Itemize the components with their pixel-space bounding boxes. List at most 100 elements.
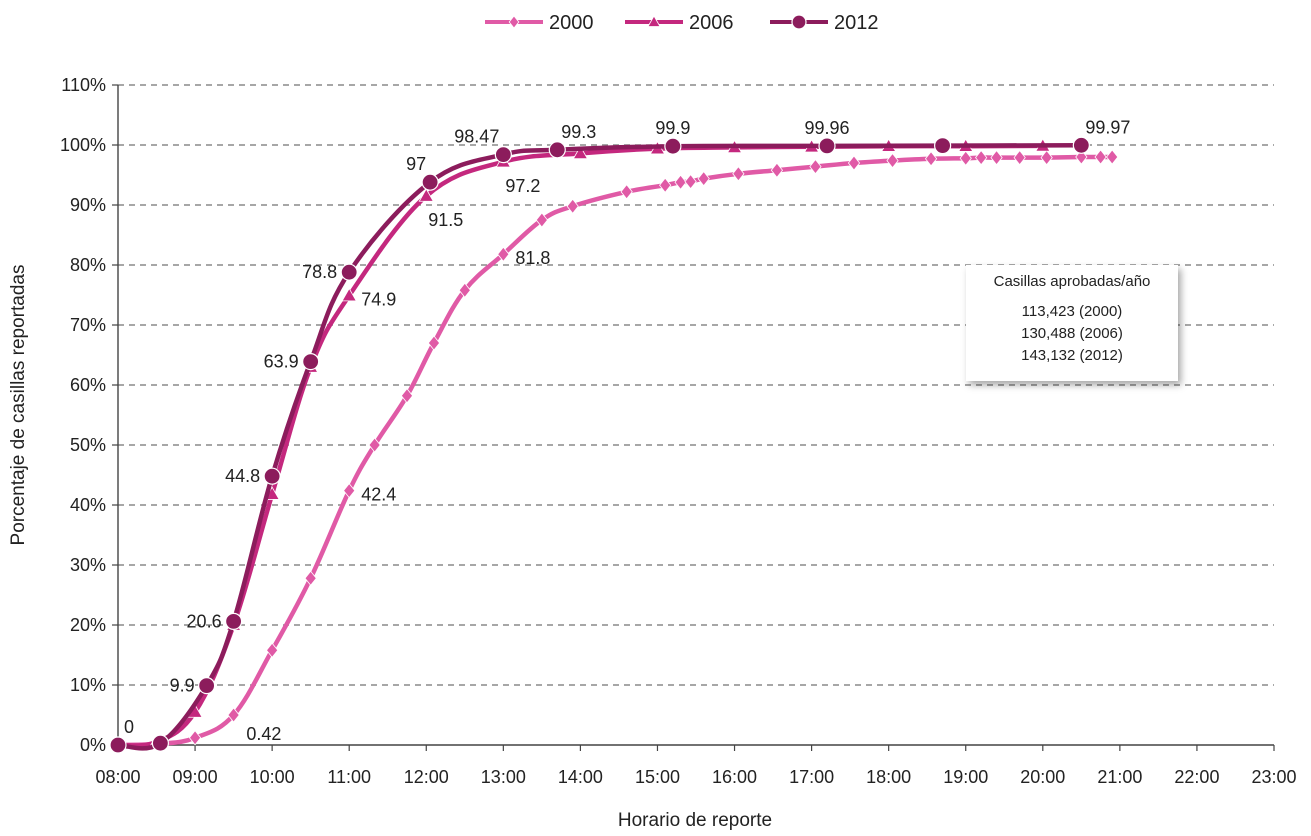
- data-point-2000: [697, 170, 710, 187]
- data-point-2000: [427, 335, 441, 351]
- y-tick-label: 60%: [70, 375, 106, 395]
- series-line-2006: [115, 143, 1046, 748]
- data-label-2000: 81.8: [515, 248, 550, 268]
- data-point-2012: [1072, 136, 1090, 154]
- data-point-2000: [266, 642, 279, 658]
- series-2012: [109, 136, 1090, 754]
- data-label-2012: 20.6: [187, 611, 222, 631]
- data-point-2000: [684, 173, 697, 190]
- data-label-2006: 97.2: [505, 176, 540, 196]
- y-tick-label: 50%: [70, 435, 106, 455]
- data-point-2012: [302, 353, 320, 371]
- data-point-2012: [263, 467, 281, 485]
- y-tick-label: 20%: [70, 615, 106, 635]
- data-point-2000: [732, 166, 745, 182]
- legend-label-2006: 2006: [689, 12, 734, 34]
- data-point-2000: [886, 152, 899, 169]
- legend-marker-2006: [647, 15, 661, 27]
- legend-marker-2000: [508, 15, 520, 29]
- data-point-2000: [770, 162, 784, 178]
- data-point-2000: [975, 149, 988, 166]
- data-point-2012: [109, 736, 127, 754]
- data-point-2006: [341, 287, 357, 302]
- data-point-2000: [188, 730, 202, 746]
- x-tick-label: 08:00: [95, 767, 140, 787]
- y-tick-label: 10%: [70, 675, 106, 695]
- y-tick-label: 100%: [60, 135, 106, 155]
- x-tick-label: 11:00: [327, 767, 371, 787]
- data-point-2000: [990, 149, 1003, 166]
- data-point-2012: [340, 263, 358, 281]
- note-row-2000: 113,423 (2000): [1021, 303, 1123, 320]
- note-title: Casillas aprobadas/año: [993, 273, 1151, 290]
- series-group: [109, 136, 1119, 754]
- x-tick-label: 19:00: [943, 767, 988, 787]
- legend-marker-2012: [791, 14, 807, 30]
- x-tick-label: 09:00: [173, 767, 218, 787]
- data-point-2000: [343, 482, 356, 499]
- data-point-2000: [1106, 149, 1119, 165]
- legend-item-2006: 2006: [625, 12, 734, 34]
- data-point-2012: [934, 137, 952, 155]
- data-labels: 0 9.9 20.6 44.8 63.9 78.8 97 98.47 99.3 99.9 99.96…: [124, 117, 1130, 743]
- x-axis-title: Horario de reporte: [618, 810, 772, 831]
- data-label-2006: 91.5: [428, 210, 463, 230]
- x-tick-label: 12:00: [404, 767, 449, 787]
- data-point-2000: [227, 707, 240, 723]
- y-tick-label: 30%: [70, 555, 106, 575]
- x-tick-label: 18:00: [866, 767, 911, 787]
- grid-lines: [118, 84, 1274, 686]
- data-point-2006: [572, 145, 589, 160]
- y-tick-label: 110%: [61, 75, 106, 95]
- y-tick-label: 70%: [70, 315, 106, 335]
- data-label-2012: 78.8: [302, 262, 337, 282]
- data-label-2012: 99.3: [561, 122, 596, 142]
- note-row-2006: 130,488 (2006): [1021, 325, 1123, 342]
- y-tick-label: 40%: [70, 495, 106, 515]
- data-point-2012: [494, 146, 512, 164]
- x-tick-label: 23:00: [1251, 767, 1296, 787]
- data-label-2006: 74.9: [361, 290, 396, 310]
- data-point-2000: [535, 212, 548, 228]
- x-tick-label: 13:00: [481, 767, 526, 787]
- y-axis-title: Porcentaje de casillas reportadas: [8, 265, 29, 546]
- approved-boxes-note: Casillas aprobadas/año 113,423 (2000) 13…: [966, 265, 1178, 381]
- data-label-2012: 63.9: [264, 352, 299, 372]
- data-label-2012: 98.47: [454, 127, 499, 147]
- x-tick-label: 16:00: [712, 767, 757, 787]
- legend-label-2000: 2000: [549, 12, 594, 34]
- series-line-2000: [115, 154, 1115, 748]
- data-point-2000: [400, 388, 414, 404]
- data-point-2012: [664, 137, 682, 155]
- legend-label-2012: 2012: [834, 12, 879, 34]
- data-label-2012: 0: [124, 717, 134, 737]
- data-point-2000: [959, 150, 972, 166]
- data-point-2000: [1040, 149, 1053, 166]
- data-point-2012: [548, 141, 566, 159]
- y-tick-label: 90%: [70, 195, 106, 215]
- data-point-2000: [304, 570, 317, 586]
- data-point-2012: [421, 173, 439, 191]
- data-label-2012: 44.8: [225, 466, 260, 486]
- y-tick-label: 0%: [80, 735, 106, 755]
- data-point-2012: [198, 676, 216, 695]
- x-tick-label: 15:00: [635, 767, 680, 787]
- legend-item-2012: 2012: [770, 12, 879, 34]
- data-point-2000: [497, 246, 510, 262]
- x-tick-label: 17:00: [789, 767, 834, 787]
- data-point-2012: [225, 612, 243, 631]
- data-point-2000: [566, 198, 579, 214]
- data-label-2012: 99.9: [655, 118, 690, 138]
- data-point-2000: [1094, 149, 1107, 165]
- data-point-2000: [368, 437, 381, 453]
- note-row-2012: 143,132 (2012): [1021, 347, 1123, 364]
- x-tick-label: 20:00: [1020, 767, 1065, 787]
- x-tick-label: 22:00: [1174, 767, 1219, 787]
- x-tick-label: 10:00: [250, 767, 295, 787]
- data-point-2012: [818, 137, 836, 155]
- data-point-2000: [1013, 149, 1026, 166]
- data-point-2000: [674, 174, 687, 190]
- data-label-2012: 97: [406, 154, 426, 174]
- data-label-2012: 99.96: [804, 118, 849, 138]
